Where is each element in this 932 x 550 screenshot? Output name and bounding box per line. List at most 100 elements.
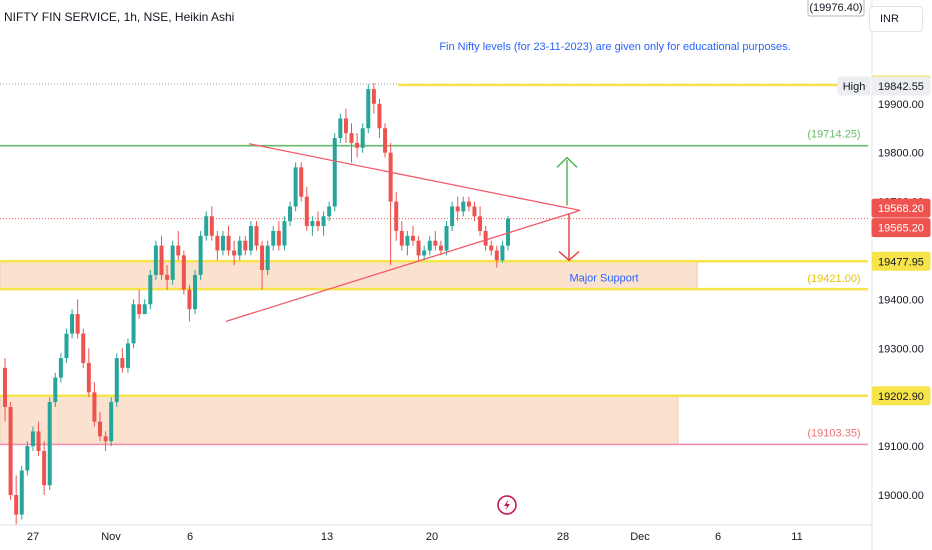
candle (282, 221, 287, 246)
candle (405, 235, 410, 246)
x-tick-label: Dec (630, 531, 650, 543)
y-tick-label: 19900.00 (878, 99, 924, 111)
candle (198, 235, 203, 275)
candle (366, 89, 371, 129)
level-label: 19202.90 (878, 391, 924, 403)
candle (327, 206, 332, 217)
candle (220, 235, 225, 251)
level-label-bg (871, 386, 931, 406)
high-tag: 19842.55 (878, 81, 924, 93)
high-tag-label-bg (837, 76, 871, 96)
candle (204, 216, 209, 236)
candle (500, 245, 505, 261)
candle (215, 235, 220, 251)
level-label: 19477.95 (878, 256, 924, 268)
time-axis[interactable]: 27 Nov 6 13 20 28 Dec 6 11 (0, 524, 872, 543)
candle (187, 289, 192, 310)
candle (209, 216, 214, 236)
x-tick-label: 13 (321, 531, 333, 543)
candle (506, 218, 510, 246)
candle (466, 201, 471, 207)
candle (461, 201, 466, 212)
candle (299, 167, 304, 197)
candle (137, 304, 142, 315)
last-price-tag-bg (871, 218, 931, 238)
candle (92, 392, 97, 422)
major-support-zone (0, 260, 698, 290)
candle (494, 250, 499, 261)
y-tick-label: 19300.00 (878, 343, 924, 355)
candle (410, 235, 415, 241)
lower-support-zone (0, 395, 679, 445)
candle (416, 240, 421, 256)
candle (159, 245, 164, 275)
candle (36, 431, 41, 451)
candle (42, 450, 47, 486)
candle (53, 377, 58, 403)
x-tick-label: 11 (791, 531, 802, 543)
candle (125, 343, 130, 368)
candle (109, 402, 114, 442)
candle (332, 138, 337, 207)
candle (176, 245, 181, 256)
candle (315, 221, 320, 227)
candle (181, 255, 186, 290)
candle (193, 274, 198, 310)
chart-title: NIFTY FIN SERVICE, 1h, NSE, Heikin Ashi (4, 10, 234, 24)
candle (153, 245, 158, 275)
last-price-tag: 19565.20 (878, 223, 924, 235)
candle (288, 206, 293, 222)
level-label-bg (871, 251, 931, 271)
x-tick-label: Nov (101, 531, 121, 543)
max-price-tag: (19976.40) (809, 2, 862, 14)
candle (338, 118, 343, 139)
candle (25, 446, 30, 471)
candle (450, 206, 455, 227)
levels-layer (0, 83, 868, 446)
candle (422, 250, 427, 256)
candle (103, 436, 108, 442)
candle (3, 367, 7, 407)
level-label: (19714.25) (807, 129, 860, 141)
triangle-upper-line (248, 143, 581, 212)
candle (30, 431, 35, 447)
level-label: (19421.00) (807, 273, 860, 285)
candle (142, 304, 147, 315)
candle (444, 226, 449, 251)
currency-selector[interactable]: INR (869, 6, 923, 32)
candle (271, 230, 276, 246)
price-tag: 19568.20 (878, 203, 924, 215)
candle (394, 201, 399, 231)
candle (293, 167, 298, 207)
candle (355, 142, 360, 148)
candle (165, 274, 170, 280)
level-label: (19103.35) (807, 427, 860, 439)
candle (478, 216, 483, 231)
educational-note: Fin Nifty levels (for 23-11-2023) are gi… (439, 41, 790, 53)
max-price-tag-bg (807, 0, 865, 17)
candle (8, 406, 13, 495)
candle (131, 304, 136, 344)
x-tick-label: 27 (27, 531, 39, 543)
candle (70, 314, 75, 334)
flash-icon[interactable] (497, 495, 517, 515)
y-tick-label: 19400.00 (878, 294, 924, 306)
candle (377, 103, 382, 129)
candle (455, 206, 460, 212)
candle (120, 358, 125, 368)
candle (321, 216, 326, 227)
candle (483, 230, 488, 246)
candle (427, 240, 432, 251)
candle (433, 240, 438, 246)
candle (47, 402, 52, 486)
candle (19, 470, 24, 515)
candle (472, 206, 477, 217)
x-tick-label: 6 (187, 531, 193, 543)
high-tag-label: High (843, 81, 866, 93)
high-tag-bg (871, 76, 931, 96)
down-arrow-head (558, 250, 580, 262)
candle (226, 235, 231, 251)
x-tick-label: 6 (715, 531, 721, 543)
candle (489, 245, 494, 251)
